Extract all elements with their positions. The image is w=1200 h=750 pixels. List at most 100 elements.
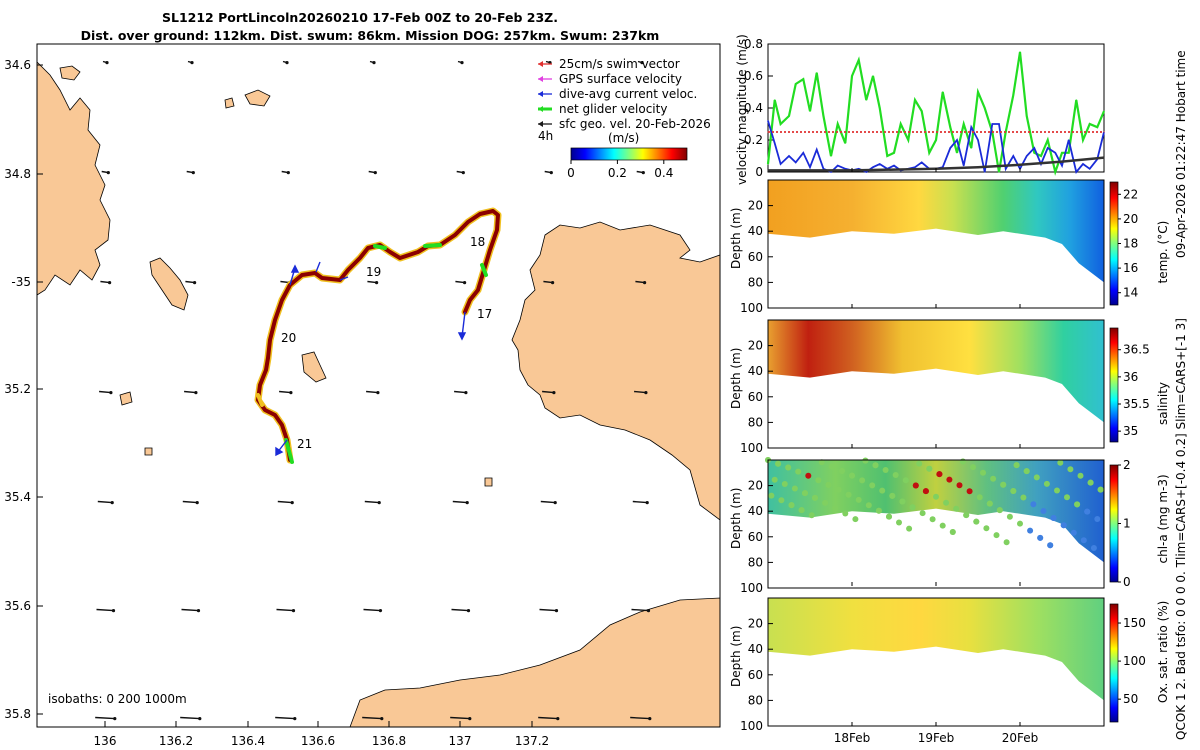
geo-vector-head xyxy=(113,717,117,721)
velocity-point xyxy=(1019,51,1021,53)
chl-sample-dot xyxy=(1067,466,1074,473)
track-segment-green xyxy=(480,263,488,277)
geo-vector-head xyxy=(193,281,197,285)
colorbar-tick-label: 20 xyxy=(1123,212,1138,226)
chl-sample-dot xyxy=(889,492,896,499)
colorbar-tick-label: 16 xyxy=(1123,261,1138,275)
velocity-point xyxy=(1089,168,1091,170)
chl-sample-dot xyxy=(1084,508,1091,515)
depth-tick-label: 80 xyxy=(748,415,763,429)
velocity-point xyxy=(956,139,958,141)
section-data-fill xyxy=(768,460,1104,563)
chl-sample-dot xyxy=(818,459,825,466)
chl-sample-dot xyxy=(1057,459,1064,466)
velocity-point xyxy=(809,169,811,171)
geo-vector xyxy=(97,500,113,504)
velocity-y-tick-label: 0.8 xyxy=(744,37,763,51)
colorbar-tick-label: 18 xyxy=(1123,237,1138,251)
geo-vector-head xyxy=(110,501,114,505)
track-segment-yellow xyxy=(256,393,264,407)
velocity-point xyxy=(780,163,782,165)
geo-vector-head xyxy=(461,171,465,175)
geo-vector-head xyxy=(466,609,471,613)
geo-vector-head xyxy=(191,171,195,175)
depth-tick-label: 20 xyxy=(748,617,763,631)
velocity-point xyxy=(865,99,867,101)
velocity-point xyxy=(1047,139,1049,141)
velocity-point xyxy=(809,166,811,168)
geo-vector-head xyxy=(644,391,648,395)
geo-vector-head xyxy=(377,501,381,505)
chl-sample-dot xyxy=(1027,527,1034,534)
velocity-point xyxy=(865,171,867,173)
geo-vector xyxy=(275,716,295,720)
depth-tick-label: 20 xyxy=(748,199,763,213)
chl-sample-dot xyxy=(926,465,933,472)
chl-sample-dot xyxy=(785,464,792,471)
island-mid-3 xyxy=(119,391,133,406)
chl-sample-dot xyxy=(990,475,997,482)
velocity-y-tick-label: 0 xyxy=(755,165,763,179)
island-east-1 xyxy=(484,477,493,487)
map-x-tick-label: 137.2 xyxy=(515,734,549,748)
velocity-point xyxy=(928,152,930,154)
geo-vector-head xyxy=(111,609,116,613)
chl-sample-dot xyxy=(1037,534,1044,541)
geo-vector-head xyxy=(285,61,289,65)
chl-sample-dot xyxy=(1033,474,1040,481)
velocity-point xyxy=(788,155,790,157)
velocity-point xyxy=(949,126,951,128)
velocity-point xyxy=(837,123,839,125)
island-mid-1 xyxy=(149,257,189,311)
map-y-tick-label: -35 xyxy=(11,275,31,289)
chl-sample-dot xyxy=(1077,472,1084,479)
velocity-point xyxy=(1075,99,1077,101)
chl-sample-dot xyxy=(768,492,775,499)
colorbar-tick-label: 150 xyxy=(1123,616,1146,630)
yorke-peninsula-land xyxy=(511,221,721,521)
colorbar-tick-label: 50 xyxy=(1123,692,1138,706)
chl-sample-dot xyxy=(1000,481,1007,488)
island-north-1 xyxy=(59,65,81,81)
chl-sample-dot xyxy=(1054,487,1060,494)
velocity-point xyxy=(795,83,797,85)
depth-tick-label: 80 xyxy=(748,555,763,569)
chl-sample-dot xyxy=(970,464,976,471)
depth-axis-label: Depth (m) xyxy=(729,208,743,269)
chl-sample-dot xyxy=(778,497,785,504)
chl-sample-dot xyxy=(832,505,839,512)
map-x-tick-label: 137 xyxy=(449,734,472,748)
legend-label: sfc geo. vel. 20-Feb-2026 xyxy=(559,117,711,131)
velocity-point xyxy=(963,165,965,167)
velocity-point xyxy=(844,142,846,144)
geo-vector-head xyxy=(553,501,557,505)
velocity-ylabel: velocity magnitude (m/s) xyxy=(735,34,749,185)
legend-label: dive-avg current veloc. xyxy=(559,87,697,101)
legend-arrow-head-icon xyxy=(538,61,543,67)
velocity-point xyxy=(1061,152,1063,154)
chl-sample-dot xyxy=(922,488,929,495)
velocity-point xyxy=(1026,155,1028,157)
chl-sample-dot xyxy=(949,529,956,535)
geo-vector xyxy=(99,390,111,394)
velocity-point xyxy=(767,120,769,122)
geo-vector-head xyxy=(648,717,652,721)
colorbar-tick-label: 36.5 xyxy=(1123,343,1150,357)
chl-sample-dot xyxy=(825,481,832,488)
chl-sample-dot xyxy=(983,525,990,532)
current-arrow xyxy=(339,276,349,281)
velocity-point xyxy=(921,161,923,163)
chl-sample-dot xyxy=(775,460,782,467)
current-arrow xyxy=(315,261,321,273)
geo-vector-head xyxy=(554,609,559,613)
geo-vector xyxy=(540,500,556,504)
velocity-point xyxy=(780,123,782,125)
geo-vector-head xyxy=(552,391,556,395)
chl-sample-dot xyxy=(845,491,852,498)
velocity-y-tick-label: 0.2 xyxy=(744,133,763,147)
geo-vector xyxy=(631,608,649,612)
colorbar-tick-label: 35 xyxy=(1123,424,1138,438)
velocity-point xyxy=(830,155,832,157)
velocity-point xyxy=(858,59,860,61)
chl-sample-dot xyxy=(1040,508,1047,514)
